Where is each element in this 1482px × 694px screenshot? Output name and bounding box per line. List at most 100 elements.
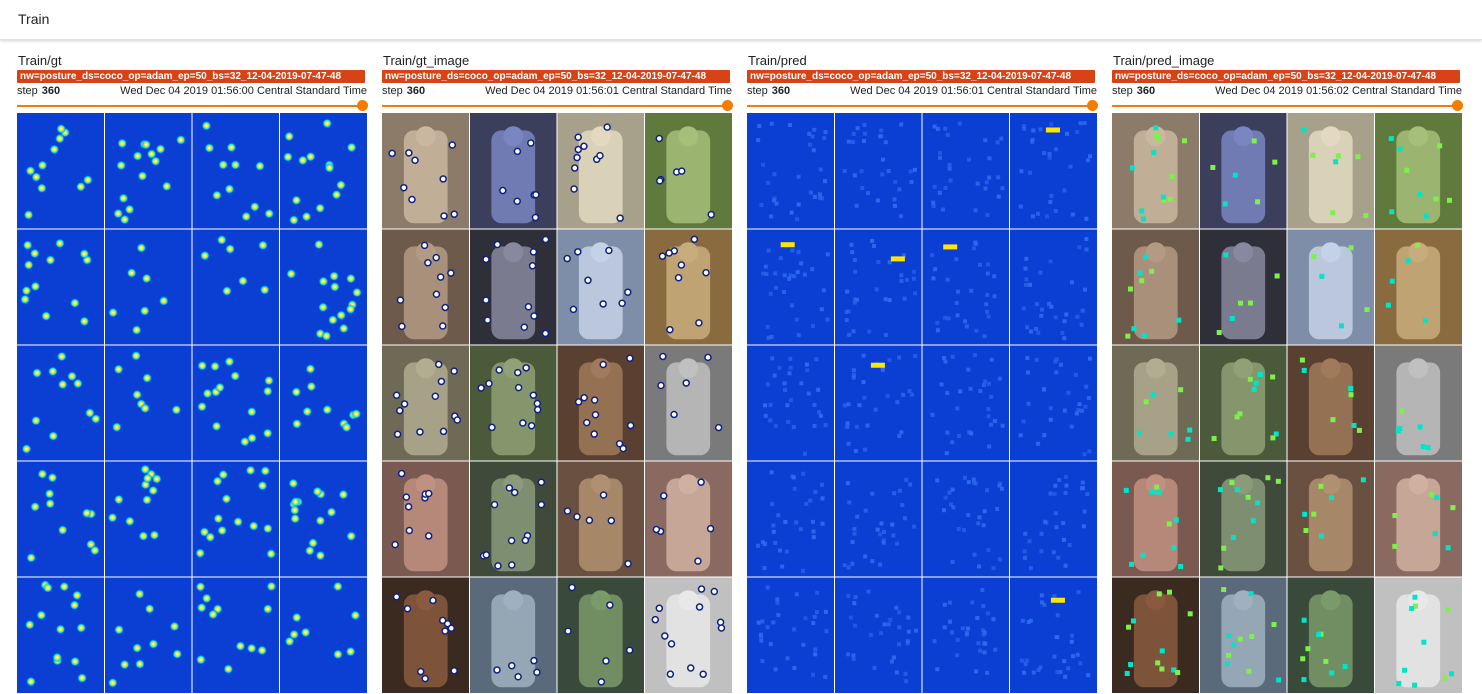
prediction-cell	[899, 278, 904, 283]
prediction-overlay	[1155, 660, 1161, 666]
prediction-cell	[842, 168, 847, 173]
grid-tile	[279, 345, 367, 461]
keypoint-blob	[291, 195, 302, 206]
keypoint-blob	[216, 234, 227, 245]
prediction-cell	[876, 260, 881, 265]
prediction-cell	[935, 320, 940, 325]
prediction-cell	[910, 392, 915, 397]
prediction-overlay	[1126, 624, 1132, 630]
grid-tile	[747, 345, 835, 461]
prediction-overlay	[1272, 159, 1278, 165]
prediction-cell	[1086, 396, 1091, 401]
prediction-cell	[1054, 357, 1059, 362]
image-grid-pred	[747, 113, 1097, 693]
keypoint-blob	[329, 281, 340, 292]
prediction-cell	[1039, 313, 1044, 318]
step-slider-track[interactable]	[382, 105, 727, 107]
prediction-cell	[1054, 147, 1059, 152]
prediction-overlay	[1330, 417, 1336, 423]
prediction-cell	[846, 652, 851, 657]
prediction-overlay	[1445, 545, 1451, 551]
prediction-cell	[1086, 673, 1091, 678]
keypoint-blob	[32, 368, 43, 379]
prediction-cell	[1071, 654, 1076, 659]
prediction-cell	[773, 667, 778, 672]
prediction-cell	[880, 367, 885, 372]
step-row: step 360 Wed Dec 04 2019 01:56:01 Central…	[382, 84, 732, 98]
step-slider-track[interactable]	[1112, 105, 1457, 107]
keypoint-marker	[626, 421, 635, 430]
keypoint-marker	[513, 197, 521, 205]
prediction-cell	[964, 324, 969, 329]
keypoint-blob	[245, 465, 256, 476]
prediction-cell	[971, 477, 976, 482]
prediction-cell	[875, 527, 880, 532]
prediction-overlay	[1123, 487, 1129, 493]
prediction-cell	[808, 190, 813, 195]
step-slider-thumb[interactable]	[1452, 100, 1463, 111]
prediction-cell	[850, 250, 855, 255]
prediction-cell	[846, 565, 851, 570]
prediction-overlay	[1434, 494, 1440, 500]
keypoint-blob	[212, 476, 223, 487]
person-shape	[403, 246, 448, 340]
prediction-cell	[1061, 521, 1066, 526]
keypoint-marker	[527, 139, 535, 147]
keypoint-marker	[448, 141, 457, 149]
prediction-overlay	[1301, 127, 1307, 133]
prediction-cell	[894, 670, 899, 675]
prediction-cell	[786, 419, 791, 424]
prediction-cell	[984, 180, 989, 185]
prediction-cell	[972, 246, 977, 251]
keypoint-blob	[301, 211, 312, 222]
prediction-overlay	[1251, 386, 1257, 392]
prediction-cell	[773, 540, 778, 545]
prediction-cell	[1084, 237, 1089, 242]
keypoint-blob	[24, 619, 35, 630]
prediction-cell	[801, 642, 806, 647]
section-header[interactable]: Train	[0, 0, 1482, 40]
keypoint-marker	[482, 255, 490, 264]
head-shape	[415, 242, 436, 263]
prediction-cell	[955, 637, 960, 642]
keypoint-marker	[570, 185, 578, 193]
step-value: 360	[771, 85, 791, 97]
prediction-cell	[993, 647, 998, 652]
keypoint-marker	[606, 601, 614, 609]
keypoint-blob	[45, 498, 56, 509]
prediction-cell	[982, 509, 987, 514]
head-shape	[590, 474, 611, 495]
prediction-cell	[851, 329, 856, 334]
prediction-cell	[1048, 406, 1053, 411]
keypoint-marker	[438, 616, 447, 625]
step-slider-track[interactable]	[747, 105, 1092, 107]
prediction-overlay	[1420, 444, 1426, 450]
prediction-cell	[879, 128, 884, 133]
prediction-cell	[792, 486, 797, 491]
prediction-cell	[903, 671, 908, 676]
step-slider-thumb[interactable]	[722, 100, 733, 111]
prediction-overlay	[1404, 167, 1410, 173]
keypoint-blob	[202, 388, 213, 399]
keypoint-blob	[56, 351, 67, 362]
prediction-cell	[1031, 128, 1036, 133]
grid-tile	[104, 229, 192, 345]
person-shape	[578, 130, 623, 224]
prediction-cell	[855, 297, 860, 302]
keypoint-marker	[483, 316, 492, 324]
prediction-cell	[960, 626, 965, 631]
step-slider-track[interactable]	[17, 105, 362, 107]
prediction-cell	[983, 186, 988, 191]
keypoint-marker	[530, 312, 538, 320]
keypoint-marker	[443, 619, 452, 628]
keypoint-marker	[599, 491, 608, 499]
prediction-overlay	[1161, 198, 1167, 204]
prediction-cell	[985, 309, 990, 314]
prediction-cell	[889, 659, 894, 664]
prediction-cell	[912, 524, 917, 529]
prediction-cell	[902, 516, 907, 521]
head-shape	[1408, 126, 1429, 147]
person-shape	[666, 246, 711, 340]
step-slider-thumb[interactable]	[357, 100, 368, 111]
step-slider-thumb[interactable]	[1087, 100, 1098, 111]
